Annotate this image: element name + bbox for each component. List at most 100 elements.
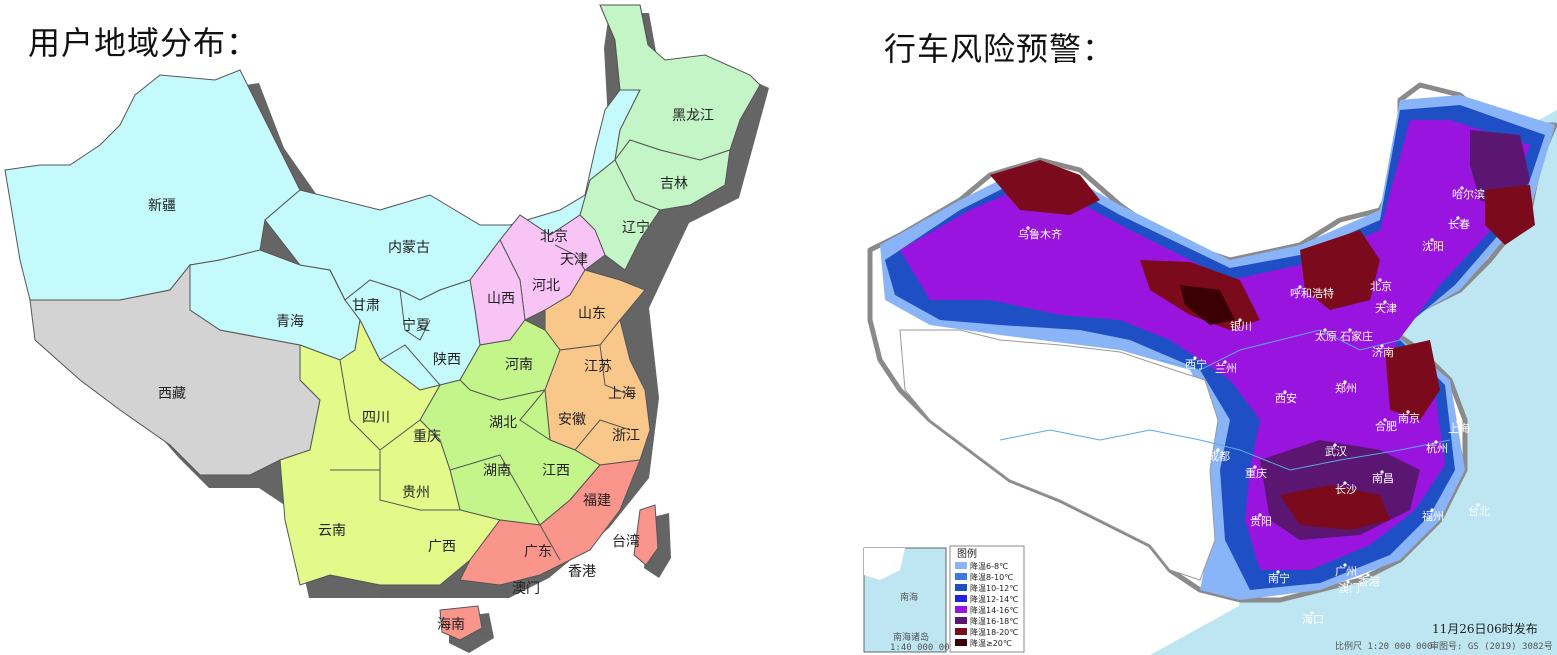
publish-time: 11月26日06时发布 (1432, 621, 1538, 636)
label-shandong: 山东 (578, 306, 606, 322)
user-distribution-map: 新疆 西藏 青海 内蒙古 甘肃 宁夏 陕西 黑龙江 吉林 辽宁 北京 天津 河北… (4, 4, 769, 653)
zone-dark-red-1 (990, 160, 1100, 215)
city-dot (1223, 360, 1227, 364)
label-shaanxi: 陕西 (433, 352, 461, 368)
city-label: 南宁 (1268, 571, 1290, 585)
city-label: 上海 (1448, 421, 1470, 435)
city-dot (1026, 226, 1030, 230)
rivers (999, 329, 1451, 471)
legend-label: 降温6-8℃ (970, 561, 1008, 571)
label-henan: 河南 (505, 357, 533, 373)
city-dot (1310, 611, 1314, 615)
province-hainan (439, 605, 483, 641)
city-label: 天津 (1375, 302, 1397, 315)
city-dot (1476, 503, 1480, 507)
city-label: 北京 (1370, 279, 1392, 293)
province-taiwan (633, 504, 659, 566)
province-borders (330, 244, 631, 561)
city-dot (1434, 440, 1438, 444)
left-panel-title: 用户地域分布： (28, 24, 260, 62)
city-label: 银川 (1230, 319, 1252, 333)
legend-swatch (955, 595, 967, 602)
legend-swatch (955, 617, 967, 624)
city-label: 郑州 (1335, 381, 1357, 395)
city-dot (1298, 285, 1302, 289)
city-label: 香港 (1358, 575, 1380, 588)
label-taiwan: 台湾 (612, 533, 640, 550)
city-dot (1346, 580, 1350, 584)
label-shanghai: 上海 (608, 386, 636, 402)
zone-dark-red-5 (1280, 485, 1390, 530)
legend-title: 图例 (957, 547, 977, 560)
city-dot (1198, 536, 1202, 540)
city-label: 南京 (1398, 411, 1420, 425)
city-label: 合肥 (1375, 419, 1397, 433)
label-beijing: 北京 (540, 229, 568, 245)
legend-swatch (955, 562, 967, 569)
city-dot (1380, 470, 1384, 474)
city-label: 贵阳 (1250, 515, 1272, 528)
label-hebei: 河北 (532, 278, 560, 294)
label-inner-mongolia: 内蒙古 (388, 240, 430, 256)
city-label: 福州 (1422, 509, 1444, 523)
city-label: 石家庄 (1340, 329, 1373, 343)
city-dot (1348, 328, 1352, 332)
city-dot (1323, 328, 1327, 332)
label-liaoning: 辽宁 (622, 219, 650, 236)
province-southwest (279, 318, 501, 586)
review-number: 审图号: GS (2019) 3082号 (1430, 640, 1553, 652)
city-label: 沈阳 (1422, 239, 1444, 253)
city-label: 兰州 (1215, 362, 1237, 375)
label-jiangxi: 江西 (542, 463, 570, 479)
city-dot (1383, 300, 1387, 304)
label-guangdong: 广东 (524, 544, 552, 560)
legend-label: 降温≥20℃ (970, 638, 1012, 648)
city-dot (1193, 356, 1197, 360)
city-dot (1456, 420, 1460, 424)
legend-label: 降温16-18℃ (970, 616, 1018, 626)
city-label: 成都 (1208, 450, 1230, 463)
city-dot (1258, 513, 1262, 517)
legend-swatch (955, 606, 967, 613)
city-label: 昆明 (1190, 538, 1212, 551)
label-shanxi: 山西 (487, 291, 515, 307)
city-label: 台北 (1468, 504, 1490, 518)
inset-scale: 1:40 000 000 (890, 643, 955, 653)
label-hongkong: 香港 (568, 564, 596, 580)
city-dot (1276, 570, 1280, 574)
label-ningxia: 宁夏 (402, 317, 430, 334)
south-sea-inset: 南海 南海诸岛 1:40 000 000 (863, 547, 955, 653)
city-dot (1380, 344, 1384, 348)
legend-swatch (955, 584, 967, 591)
inset-sea-label: 南海 (900, 591, 918, 603)
label-sichuan: 四川 (362, 410, 390, 426)
label-hubei: 湖北 (489, 415, 517, 431)
legend-swatch (955, 628, 967, 635)
city-label: 太原 (1315, 330, 1337, 343)
zone-dark-red-4 (1385, 340, 1440, 420)
label-heilongjiang: 黑龙江 (672, 108, 714, 124)
label-fujian: 福建 (583, 493, 611, 509)
legend: 图例 降温6-8℃降温8-10℃降温10-12℃降温12-14℃降温14-16℃… (949, 545, 1025, 653)
legend-label: 降温18-20℃ (970, 627, 1018, 637)
city-label: 乌鲁木齐 (1018, 227, 1062, 241)
city-dot (1460, 186, 1464, 190)
label-tianjin: 天津 (560, 252, 588, 268)
city-label: 澳门 (1338, 581, 1360, 595)
city-dot (1430, 238, 1434, 242)
city-dot (1456, 216, 1460, 220)
city-dot (1333, 443, 1337, 447)
label-jilin: 吉林 (660, 176, 688, 192)
city-label: 西宁 (1185, 357, 1207, 371)
city-dot (1238, 318, 1242, 322)
city-label: 长春 (1448, 218, 1470, 231)
label-guizhou: 贵州 (402, 485, 430, 501)
legend-label: 降温14-16℃ (970, 605, 1018, 615)
label-zhejiang: 浙江 (612, 428, 640, 444)
city-label: 南昌 (1372, 472, 1394, 485)
legend-items: 降温6-8℃降温8-10℃降温10-12℃降温12-14℃降温14-16℃降温1… (955, 561, 1018, 648)
city-dot (1366, 573, 1370, 577)
city-dot (1343, 563, 1347, 567)
